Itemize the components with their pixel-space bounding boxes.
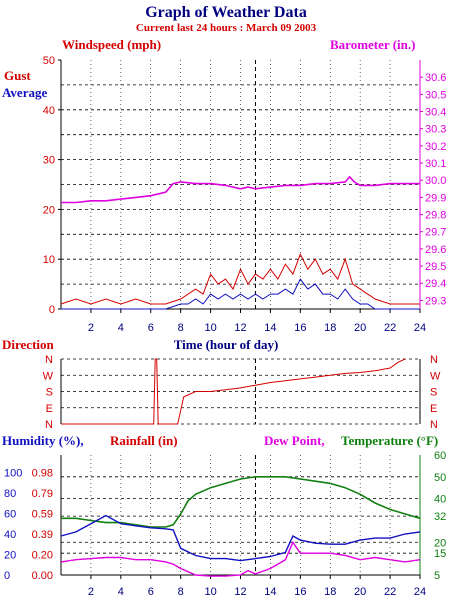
windspeed-label: Windspeed (mph) <box>62 37 161 52</box>
direction-tick-right: S <box>430 387 437 399</box>
rainfall-tick-label: 0.20 <box>32 549 53 561</box>
hour-tick-label: 4 <box>118 322 124 334</box>
humidity-tick-label: 0 <box>4 570 10 582</box>
barometer-tick-label: 29.8 <box>425 210 446 222</box>
hour-tick-label: 12 <box>234 586 246 598</box>
direction-tick-right: W <box>430 370 441 382</box>
xaxis-label: Time (hour of day) <box>174 337 279 352</box>
rainfall-tick-label: 0.98 <box>32 467 53 479</box>
humidity-line <box>60 514 421 562</box>
chart-title: Graph of Weather Data <box>145 4 307 21</box>
hour-tick-label: 20 <box>354 322 366 334</box>
barometer-tick-label: 30.6 <box>425 72 446 84</box>
hour-tick-label: 24 <box>414 322 426 334</box>
wind-tick-label: 40 <box>43 105 55 117</box>
average-line <box>61 278 420 310</box>
rainfall-label: Rainfall (in) <box>110 433 178 448</box>
temperature-tick-label: 60 <box>434 450 446 462</box>
barometer-tick-label: 30.0 <box>425 175 446 187</box>
chart-subtitle: Current last 24 hours : March 09 2003 <box>136 22 317 34</box>
hour-tick-label: 14 <box>264 586 276 598</box>
barometer-tick-label: 30.4 <box>425 107 446 119</box>
dewpoint-line <box>60 540 421 577</box>
barometer-tick-label: 29.3 <box>425 295 446 307</box>
rainfall-tick-label: 0.00 <box>32 570 53 582</box>
hour-tick-label: 24 <box>414 586 426 598</box>
humidity-tick-label: 40 <box>4 529 16 541</box>
barometer-tick-label: 30.5 <box>425 89 446 101</box>
temperature-tick-label: 50 <box>434 472 446 484</box>
barometer-label: Barometer (in.) <box>330 37 415 52</box>
gust-legend: Gust <box>4 68 31 83</box>
direction-tick-right: E <box>430 403 437 415</box>
temperature-tick-label: 40 <box>434 494 446 506</box>
hour-tick-label: 14 <box>264 322 276 334</box>
hour-tick-label: 22 <box>384 586 396 598</box>
wind-tick-label: 30 <box>43 155 55 167</box>
hour-tick-label: 4 <box>118 586 124 598</box>
hour-tick-label: 18 <box>324 586 336 598</box>
hour-tick-label: 22 <box>384 322 396 334</box>
rainfall-tick-label: 0.79 <box>32 488 53 500</box>
temperature-tick-label: 32 <box>434 511 446 523</box>
barometer-tick-label: 30.2 <box>425 141 446 153</box>
hour-tick-label: 16 <box>294 586 306 598</box>
wind-tick-label: 50 <box>43 55 55 67</box>
gust-line <box>60 252 420 305</box>
barometer-tick-label: 29.5 <box>425 261 446 273</box>
humidity-label: Humidity (%), <box>2 433 84 448</box>
rainfall-tick-label: 0.59 <box>32 508 53 520</box>
hour-tick-label: 16 <box>294 322 306 334</box>
barometer-tick-label: 30.1 <box>425 158 446 170</box>
barometer-tick-label: 29.6 <box>425 244 446 256</box>
rainfall-tick-label: 0.39 <box>32 529 53 541</box>
wind-tick-label: 0 <box>49 304 55 316</box>
humidity-tick-label: 60 <box>4 508 16 520</box>
humidity-tick-label: 100 <box>4 467 22 479</box>
humidity-tick-label: 80 <box>4 488 16 500</box>
barometer-line <box>61 175 420 204</box>
temperature-tick-label: 15 <box>434 548 446 560</box>
hour-tick-label: 10 <box>204 322 216 334</box>
temperature-label: Temperature (°F) <box>341 433 438 448</box>
average-legend: Average <box>2 85 47 100</box>
wind-tick-label: 10 <box>43 254 55 266</box>
hour-tick-label: 8 <box>178 586 184 598</box>
hour-tick-label: 18 <box>324 322 336 334</box>
hour-tick-label: 2 <box>88 322 94 334</box>
dewpoint-label: Dew Point, <box>264 433 325 448</box>
barometer-tick-label: 29.4 <box>425 278 446 290</box>
hour-tick-label: 6 <box>148 586 154 598</box>
direction-tick-left: N <box>45 419 53 431</box>
temperature-tick-label: 5 <box>434 570 440 582</box>
direction-tick-left: N <box>45 354 53 366</box>
direction-tick-right: N <box>430 354 438 366</box>
hour-tick-label: 2 <box>88 586 94 598</box>
hour-tick-label: 20 <box>354 586 366 598</box>
direction-tick-right: N <box>430 419 438 431</box>
hour-tick-label: 10 <box>204 586 216 598</box>
hour-tick-label: 8 <box>178 322 184 334</box>
humidity-tick-label: 20 <box>4 549 16 561</box>
hour-tick-label: 6 <box>148 322 154 334</box>
direction-label: Direction <box>2 337 55 352</box>
barometer-tick-label: 29.7 <box>425 227 446 239</box>
temperature-tick-label: 20 <box>434 537 446 549</box>
hour-tick-label: 12 <box>234 322 246 334</box>
direction-tick-left: W <box>43 370 54 382</box>
barometer-tick-label: 30.3 <box>425 124 446 136</box>
wind-tick-label: 20 <box>43 204 55 216</box>
direction-tick-left: S <box>46 387 53 399</box>
temperature-line <box>61 475 421 528</box>
direction-line <box>61 358 406 425</box>
barometer-tick-label: 29.9 <box>425 192 446 204</box>
direction-tick-left: E <box>46 403 53 415</box>
